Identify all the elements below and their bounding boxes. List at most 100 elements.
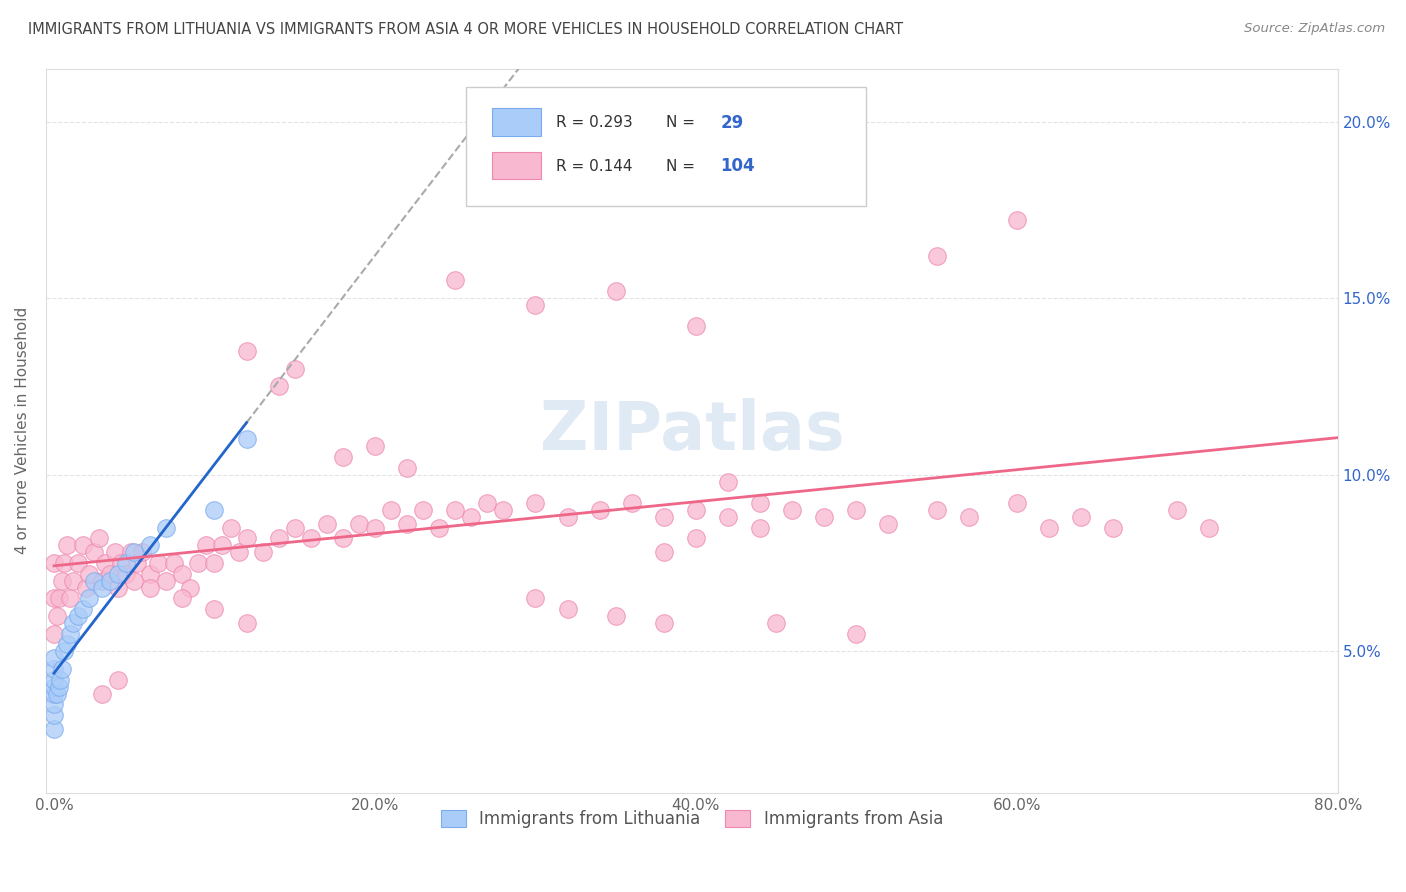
Point bbox=[685, 503, 707, 517]
Point bbox=[749, 521, 772, 535]
Point bbox=[120, 545, 142, 559]
Point bbox=[72, 602, 94, 616]
Point bbox=[107, 673, 129, 687]
Point bbox=[59, 591, 82, 606]
Point bbox=[1005, 213, 1028, 227]
Point bbox=[620, 496, 643, 510]
Point bbox=[235, 532, 257, 546]
Point bbox=[75, 581, 97, 595]
Point bbox=[717, 475, 740, 489]
Point bbox=[685, 532, 707, 546]
Point bbox=[235, 616, 257, 631]
Point bbox=[42, 680, 65, 694]
Point bbox=[780, 503, 803, 517]
Point bbox=[46, 687, 69, 701]
Point bbox=[427, 521, 450, 535]
Point bbox=[211, 538, 233, 552]
Point bbox=[79, 566, 101, 581]
Point bbox=[717, 510, 740, 524]
Text: Source: ZipAtlas.com: Source: ZipAtlas.com bbox=[1244, 22, 1385, 36]
Point bbox=[83, 574, 105, 588]
Point bbox=[235, 344, 257, 359]
Point bbox=[219, 521, 242, 535]
Point bbox=[444, 273, 467, 287]
Point bbox=[524, 496, 547, 510]
Point bbox=[1005, 496, 1028, 510]
Text: 104: 104 bbox=[720, 157, 755, 176]
Point bbox=[877, 517, 900, 532]
Point bbox=[155, 521, 177, 535]
Point bbox=[52, 556, 75, 570]
Point bbox=[59, 626, 82, 640]
Point bbox=[62, 616, 84, 631]
Point bbox=[1038, 521, 1060, 535]
Point bbox=[42, 556, 65, 570]
Point bbox=[284, 361, 307, 376]
Point bbox=[444, 503, 467, 517]
Point bbox=[110, 556, 132, 570]
FancyBboxPatch shape bbox=[492, 152, 541, 179]
Point bbox=[685, 319, 707, 334]
Point bbox=[83, 545, 105, 559]
Point bbox=[412, 503, 434, 517]
Point bbox=[48, 680, 70, 694]
Text: ZIPatlas: ZIPatlas bbox=[540, 398, 844, 464]
Point bbox=[172, 566, 194, 581]
Point bbox=[380, 503, 402, 517]
Point bbox=[925, 249, 948, 263]
Point bbox=[42, 698, 65, 712]
Point bbox=[204, 503, 226, 517]
Point bbox=[605, 609, 627, 624]
Point bbox=[1166, 503, 1188, 517]
Point bbox=[364, 521, 387, 535]
Point bbox=[332, 450, 354, 464]
Point bbox=[67, 556, 90, 570]
Point bbox=[845, 503, 868, 517]
Point bbox=[56, 538, 79, 552]
Point bbox=[395, 460, 418, 475]
Point bbox=[107, 581, 129, 595]
Point bbox=[107, 566, 129, 581]
Point bbox=[91, 687, 114, 701]
Point bbox=[652, 616, 675, 631]
Point bbox=[115, 556, 138, 570]
Point bbox=[163, 556, 186, 570]
Point bbox=[127, 556, 149, 570]
Point bbox=[957, 510, 980, 524]
Point bbox=[315, 517, 337, 532]
Point bbox=[172, 591, 194, 606]
Point bbox=[252, 545, 274, 559]
Text: R = 0.144: R = 0.144 bbox=[557, 159, 633, 174]
Point bbox=[42, 626, 65, 640]
Point bbox=[524, 591, 547, 606]
Point bbox=[204, 556, 226, 570]
Point bbox=[98, 566, 121, 581]
Point bbox=[56, 637, 79, 651]
Point bbox=[139, 581, 162, 595]
Point bbox=[652, 545, 675, 559]
Point bbox=[284, 521, 307, 535]
Point bbox=[139, 566, 162, 581]
Point bbox=[332, 532, 354, 546]
Point bbox=[67, 609, 90, 624]
Point bbox=[139, 538, 162, 552]
Text: R = 0.293: R = 0.293 bbox=[557, 115, 633, 130]
Point bbox=[1198, 521, 1220, 535]
Point bbox=[42, 591, 65, 606]
Point bbox=[48, 591, 70, 606]
Point bbox=[235, 433, 257, 447]
Point bbox=[477, 496, 499, 510]
Point bbox=[267, 532, 290, 546]
Point bbox=[155, 574, 177, 588]
Point bbox=[49, 673, 72, 687]
Point bbox=[42, 673, 65, 687]
Point bbox=[1070, 510, 1092, 524]
Point bbox=[131, 545, 153, 559]
Point bbox=[42, 687, 65, 701]
Point bbox=[104, 545, 127, 559]
Point bbox=[94, 556, 117, 570]
FancyBboxPatch shape bbox=[492, 108, 541, 136]
Point bbox=[588, 503, 610, 517]
Point bbox=[46, 609, 69, 624]
Point bbox=[87, 532, 110, 546]
